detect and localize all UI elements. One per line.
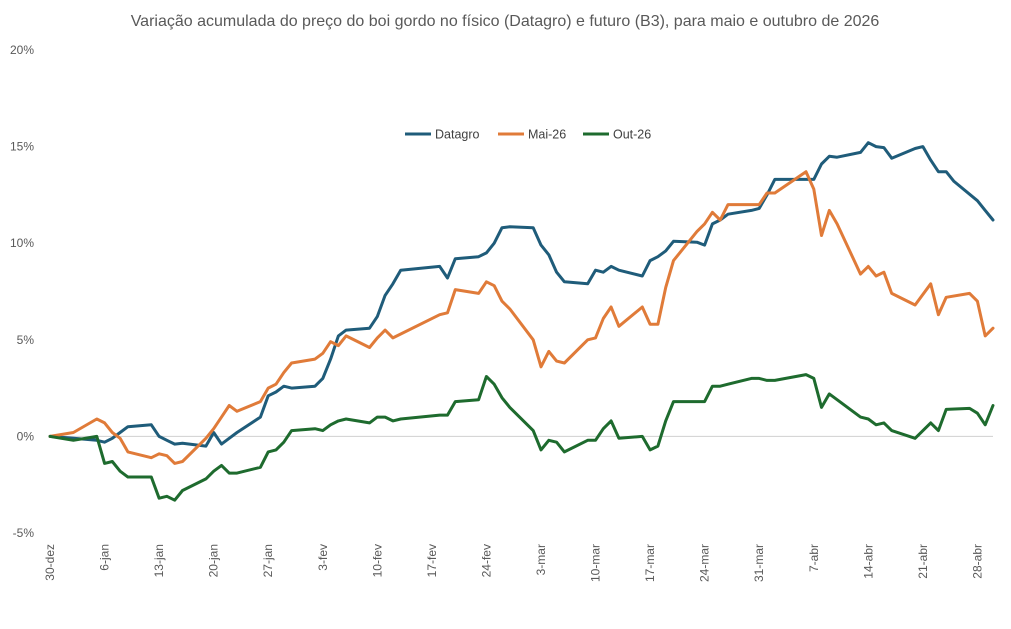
x-tick-label: 13-jan (152, 544, 166, 577)
legend-label: Mai-26 (528, 128, 566, 142)
x-tick-label: 31-mar (752, 544, 766, 582)
legend: Datagro Mai-26 Out-26 (405, 128, 651, 142)
x-tick-label: 17-fev (425, 544, 439, 577)
y-axis: -5% 0% 5% 10% 15% 20% (10, 43, 34, 540)
x-tick-label: 17-mar (643, 544, 657, 582)
x-tick-label: 14-abr (861, 544, 875, 579)
x-tick-label: 28-abr (970, 544, 984, 579)
x-tick-label: 20-jan (207, 544, 221, 577)
x-tick-label: 3-mar (534, 544, 548, 575)
x-tick-label: 27-jan (261, 544, 275, 577)
chart-title: Variação acumulada do preço do boi gordo… (131, 13, 880, 30)
x-tick-label: 7-abr (807, 544, 821, 572)
series-line-mai-26 (48, 170, 995, 465)
series-line-out-26 (48, 373, 995, 502)
x-tick-label: 21-abr (916, 544, 930, 579)
x-tick-label: 10-mar (589, 544, 603, 582)
x-tick-label: 3-fev (316, 544, 330, 571)
y-tick-label: -5% (13, 526, 35, 540)
x-tick-label: 24-fev (479, 544, 493, 577)
x-axis: 30-dez 6-jan 13-jan 20-jan 27-jan 3-fev 10-fev… (43, 544, 984, 582)
series-group (48, 141, 995, 502)
y-tick-label: 0% (17, 429, 35, 443)
x-tick-label: 30-dez (43, 544, 57, 581)
legend-label: Out-26 (613, 128, 651, 142)
y-tick-label: 20% (10, 43, 34, 57)
x-tick-label: 6-jan (98, 544, 112, 571)
x-tick-label: 10-fev (370, 544, 384, 577)
series-line-datagro (48, 141, 995, 448)
legend-label: Datagro (435, 128, 480, 142)
y-tick-label: 15% (10, 140, 34, 154)
x-tick-label: 24-mar (698, 544, 712, 582)
y-tick-label: 10% (10, 236, 34, 250)
y-tick-label: 5% (17, 333, 35, 347)
